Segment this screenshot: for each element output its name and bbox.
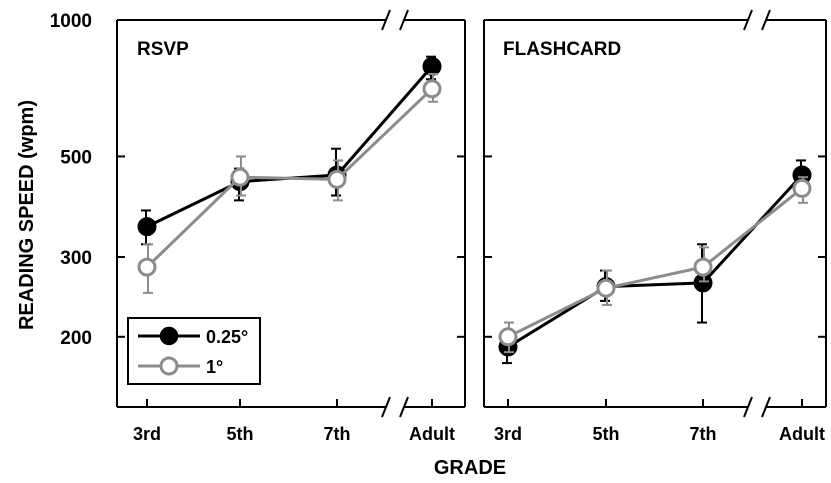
rsvp-x-tick-labels: 3rd 5th 7th Adult [133, 424, 455, 444]
axis-break-mark [381, 9, 391, 31]
legend-open-marker [159, 356, 179, 376]
legend-entry-1-deg: 1° [138, 356, 223, 377]
data-point-open [596, 278, 616, 298]
y-tick-label: 300 [60, 248, 92, 269]
axis-break-mark [399, 396, 409, 418]
x-tick-label: 5th [227, 424, 254, 444]
data-point-open [327, 169, 347, 189]
flashcard-panel: FLASHCARD 3rd 5th 7th Adult [483, 9, 827, 444]
legend-entry-0-25-deg: 0.25° [138, 326, 248, 347]
x-tick-label: 3rd [133, 424, 161, 444]
axis-break-mark [381, 396, 391, 418]
rsvp-panel: RSVP 3rd 5th 7th Adult [116, 9, 466, 444]
flashcard-series [498, 159, 812, 365]
x-tick-label: 3rd [494, 424, 522, 444]
y-tick-label: 1000 [50, 11, 92, 32]
axis-break-mark [761, 396, 771, 418]
series-line [507, 173, 804, 349]
series-0-25-deg [498, 159, 812, 365]
x-tick-label: 7th [690, 424, 717, 444]
x-tick-label: 7th [324, 424, 351, 444]
y-axis-label: READING SPEED (wpm) [16, 100, 38, 330]
series-line [146, 65, 434, 228]
data-point-open [137, 257, 157, 277]
data-point-filled [422, 56, 442, 76]
legend-label: 0.25° [206, 327, 248, 347]
data-point-open [230, 167, 250, 187]
x-tick-label: 5th [593, 424, 620, 444]
data-point-open [693, 257, 713, 277]
data-point-open [792, 178, 812, 198]
axis-break-mark [399, 9, 409, 31]
x-tick-label: Adult [409, 424, 455, 444]
legend: 0.25° 1° [127, 317, 261, 385]
series-line [507, 187, 803, 339]
panel-title-rsvp: RSVP [137, 39, 189, 60]
data-point-open [422, 79, 442, 99]
legend-box [127, 317, 261, 385]
series-1-deg [137, 73, 442, 294]
axis-break-mark [743, 396, 753, 418]
series-1-deg [498, 176, 812, 354]
rsvp-series [137, 55, 442, 294]
flashcard-x-tick-labels: 3rd 5th 7th Adult [494, 424, 825, 444]
legend-label: 1° [206, 357, 223, 377]
y-tick-label: 500 [60, 147, 92, 168]
x-axis-label: GRADE [434, 457, 506, 478]
flashcard-axes [483, 9, 827, 418]
axis-break-mark [761, 9, 771, 31]
panel-title-flashcard: FLASHCARD [503, 39, 621, 60]
legend-filled-marker [159, 326, 179, 346]
series-0-25-deg [137, 55, 442, 246]
y-tick-label: 200 [60, 328, 92, 349]
series-line [145, 87, 434, 269]
data-point-filled [137, 217, 157, 237]
data-point-open [498, 327, 518, 347]
axis-break-mark [743, 9, 753, 31]
y-tick-labels: 200 300 500 1000 [50, 11, 92, 349]
x-tick-label: Adult [779, 424, 825, 444]
rsvp-axes [116, 9, 466, 418]
